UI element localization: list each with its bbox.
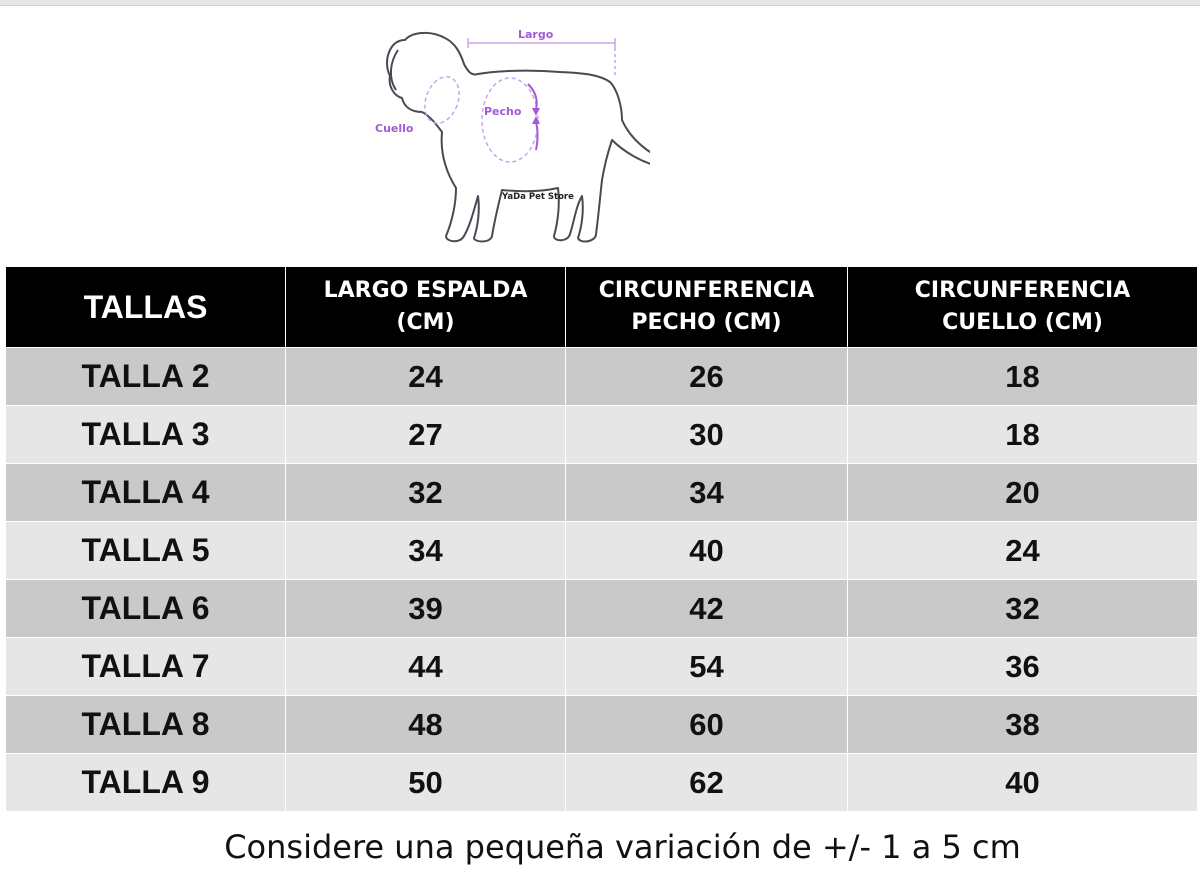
largo-cell: 24 [285, 347, 566, 406]
size-cell: TALLA 2 [5, 347, 286, 406]
table-row: TALLA 2 24 26 18 [5, 347, 1198, 406]
table-row: TALLA 5 34 40 24 [5, 521, 1198, 580]
header-circunferencia-cuello: CIRCUNFERENCIA CUELLO (CM) [847, 266, 1198, 348]
cuello-cell: 38 [847, 695, 1198, 754]
table-row: TALLA 6 39 42 32 [5, 579, 1198, 638]
brand-label: YaDa Pet Store [501, 192, 574, 202]
cuello-cell: 20 [847, 463, 1198, 522]
pecho-label: Pecho [484, 105, 522, 118]
pecho-cell: 34 [565, 463, 848, 522]
header-tallas: TALLAS [5, 266, 286, 348]
header-largo-espalda: LARGO ESPALDA (CM) [285, 266, 566, 348]
dog-outline-icon: Largo Pecho Cuello YaDa Pet Store [375, 28, 650, 243]
cuello-cell: 36 [847, 637, 1198, 696]
size-cell: TALLA 9 [5, 753, 286, 812]
cuello-label: Cuello [375, 122, 414, 135]
largo-cell: 50 [285, 753, 566, 812]
largo-cell: 34 [285, 521, 566, 580]
size-chart-table: TALLAS LARGO ESPALDA (CM) CIRCUNFERENCIA… [5, 266, 1198, 812]
pecho-cell: 42 [565, 579, 848, 638]
size-cell: TALLA 4 [5, 463, 286, 522]
largo-cell: 32 [285, 463, 566, 522]
pecho-cell: 54 [565, 637, 848, 696]
table-row: TALLA 9 50 62 40 [5, 753, 1198, 812]
pecho-cell: 40 [565, 521, 848, 580]
table-row: TALLA 8 48 60 38 [5, 695, 1198, 754]
size-cell: TALLA 8 [5, 695, 286, 754]
largo-cell: 48 [285, 695, 566, 754]
dog-measurement-illustration: Largo Pecho Cuello YaDa Pet Store [360, 20, 650, 255]
size-cell: TALLA 3 [5, 405, 286, 464]
largo-cell: 44 [285, 637, 566, 696]
size-cell: TALLA 5 [5, 521, 286, 580]
cuello-cell: 32 [847, 579, 1198, 638]
pecho-cell: 60 [565, 695, 848, 754]
cuello-cell: 24 [847, 521, 1198, 580]
size-cell: TALLA 6 [5, 579, 286, 638]
variation-footnote: Considere una pequeña variación de +/- 1… [224, 828, 1021, 866]
pecho-cell: 26 [565, 347, 848, 406]
table-row: TALLA 7 44 54 36 [5, 637, 1198, 696]
size-cell: TALLA 7 [5, 637, 286, 696]
table-row: TALLA 4 32 34 20 [5, 463, 1198, 522]
cuello-cell: 18 [847, 347, 1198, 406]
top-divider [0, 0, 1200, 6]
largo-cell: 39 [285, 579, 566, 638]
cuello-cell: 18 [847, 405, 1198, 464]
pecho-cell: 62 [565, 753, 848, 812]
cuello-cell: 40 [847, 753, 1198, 812]
table-header-row: TALLAS LARGO ESPALDA (CM) CIRCUNFERENCIA… [5, 266, 1198, 348]
largo-cell: 27 [285, 405, 566, 464]
header-circunferencia-pecho: CIRCUNFERENCIA PECHO (CM) [565, 266, 848, 348]
table-row: TALLA 3 27 30 18 [5, 405, 1198, 464]
pecho-cell: 30 [565, 405, 848, 464]
largo-label: Largo [518, 28, 554, 41]
